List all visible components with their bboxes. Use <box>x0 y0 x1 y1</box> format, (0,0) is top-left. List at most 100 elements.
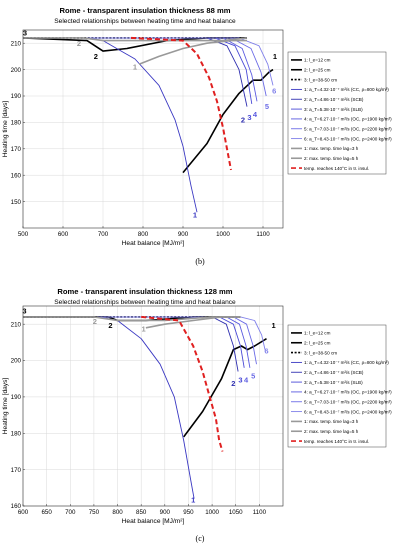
legend-entry: 1: l_e=12 cm <box>304 58 331 63</box>
x-tick-label: 600 <box>18 509 29 516</box>
series-label: 1 <box>133 63 137 72</box>
legend-entry: 2: l_e=25 cm <box>304 341 331 346</box>
series-label: 1 <box>191 495 195 504</box>
x-tick-label: 700 <box>65 509 76 516</box>
legend-entry: 3: l_e=38-50 cm <box>304 77 337 82</box>
legend-entry: 1: l_e=12 cm <box>304 331 331 336</box>
series-label: 2 <box>108 321 112 330</box>
y-tick-label: 160 <box>11 503 22 510</box>
y-axis-label: Heating time [days] <box>2 378 9 435</box>
y-tick-label: 170 <box>11 467 22 474</box>
series-line <box>23 37 248 42</box>
series-group <box>23 36 274 213</box>
series-label: 1 <box>271 321 275 330</box>
legend-entry: 3: a_T=5.38·10⁻⁷ m²/s (SLB) <box>304 380 363 385</box>
series-line <box>23 37 274 86</box>
series-label: 3 <box>247 113 251 122</box>
y-tick-label: 160 <box>11 172 22 179</box>
x-tick-label: 950 <box>183 509 194 516</box>
x-tick-label: 850 <box>136 509 147 516</box>
legend-entry: 4: a_T=6.27·10⁻⁷ m²/s (OC, ρ=1900 kg/m³) <box>304 390 392 395</box>
series-label: 5 <box>265 102 269 111</box>
series-line <box>138 39 247 66</box>
y-tick-label: 200 <box>11 358 22 365</box>
chart-subtitle: Selected relationships between heating t… <box>54 18 236 25</box>
legend-entry: 2: max. temp. time lag=5 h <box>304 429 359 434</box>
legend-entry: 2: max. temp. time lag=5 h <box>304 156 359 161</box>
x-tick-label: 1100 <box>256 231 270 238</box>
series-line <box>23 316 241 322</box>
y-tick-label: 180 <box>11 120 22 127</box>
series-label: 1 <box>193 210 197 219</box>
series-label: 4 <box>253 110 258 119</box>
x-tick-label: 1100 <box>253 509 267 516</box>
legend-box <box>287 51 387 175</box>
x-tick-label: 700 <box>98 231 109 238</box>
series-line <box>23 316 266 350</box>
series-label: 1 <box>273 52 277 61</box>
legend-entry: temp. reaches 140°C in tr. insul. <box>304 166 369 171</box>
legend-entry: 2: a_T=4.86·10⁻⁷ m²/s (SCB) <box>304 370 364 375</box>
plot-area <box>23 306 283 506</box>
y-tick-label: 150 <box>11 199 22 206</box>
series-label: 2 <box>231 379 235 388</box>
legend-entry: 4: a_T=6.27·10⁻⁷ m²/s (OC, ρ=1900 kg/m³) <box>304 117 392 122</box>
chart-panel-c: Rome - transparent insulation thickness … <box>0 276 401 550</box>
legend-entry: 6: a_T=8.43·10⁻⁷ m²/s (OC, ρ=2400 kg/m³) <box>304 136 392 141</box>
legend-entry: 1: max. temp. time lag=3 h <box>304 419 359 424</box>
plot-area <box>23 30 283 228</box>
figure-caption: (b) <box>195 257 205 266</box>
series-label: 2 <box>241 115 245 124</box>
series-label: 1 <box>141 324 145 333</box>
legend-entry: 2: a_T=4.86·10⁻⁷ m²/s (SCB) <box>304 97 364 102</box>
x-tick-label: 800 <box>112 509 123 516</box>
legend-entry: 1: a_T=4.32·10⁻⁷ m²/s (CC, ρ=800 kg/m³) <box>304 87 389 92</box>
x-tick-label: 1050 <box>229 509 243 516</box>
series-line <box>141 315 224 452</box>
legend-entry: 1: max. temp. time lag=3 h <box>304 146 359 151</box>
legend-entry: temp. reaches 140°C in tr. insul. <box>304 439 369 444</box>
y-tick-label: 180 <box>11 430 22 437</box>
series-label: 3 <box>238 375 242 384</box>
x-axis-label: Heat balance [MJ/m²] <box>122 240 185 247</box>
x-tick-label: 600 <box>58 231 69 238</box>
y-tick-label: 170 <box>11 146 22 153</box>
series-label: 5 <box>251 372 255 381</box>
series-label: 2 <box>77 39 81 48</box>
y-tick-label: 190 <box>11 93 22 100</box>
chart-title: Rome - transparent insulation thickness … <box>57 287 233 296</box>
x-tick-label: 1000 <box>216 231 230 238</box>
series-label: 2 <box>93 317 97 326</box>
axes-frame <box>22 29 284 229</box>
x-tick-label: 650 <box>41 509 52 516</box>
y-tick-label: 200 <box>11 67 22 74</box>
series-label: 2 <box>94 52 98 61</box>
legend-entry: 2: l_e=25 cm <box>304 68 331 73</box>
chart-panel-b: Rome - transparent insulation thickness … <box>2 6 392 266</box>
axes-frame <box>22 305 284 507</box>
y-tick-label: 190 <box>11 394 22 401</box>
chart-subtitle: Selected relationships between heating t… <box>54 299 236 306</box>
legend-entry: 5: a_T=7.03·10⁻⁷ m²/s (OC, ρ=2200 kg/m³) <box>304 400 392 405</box>
y-tick-label: 210 <box>11 40 22 47</box>
series-label: 6 <box>272 86 276 95</box>
x-tick-label: 1000 <box>205 509 219 516</box>
x-axis-label: Heat balance [MJ/m²] <box>122 518 185 525</box>
legend-box <box>287 324 387 448</box>
legend-entry: 5: a_T=7.03·10⁻⁷ m²/s (OC, ρ=2200 kg/m³) <box>304 127 392 132</box>
y-tick-label: 210 <box>11 321 22 328</box>
legend-entry: 1: a_T=4.32·10⁻⁷ m²/s (CC, ρ=800 kg/m³) <box>304 360 389 365</box>
series-group <box>23 315 267 499</box>
y-axis-label: Heating time [days] <box>2 101 9 158</box>
legend-entry: 3: a_T=5.38·10⁻⁷ m²/s (SLB) <box>304 107 363 112</box>
series-label: 6 <box>264 346 268 355</box>
x-tick-label: 900 <box>178 231 189 238</box>
series-label: 3 <box>22 306 26 315</box>
legend-entry: 3: l_e=38-50 cm <box>304 350 337 355</box>
x-tick-label: 800 <box>138 231 149 238</box>
chart-title: Rome - transparent insulation thickness … <box>59 6 231 15</box>
x-tick-label: 500 <box>18 231 29 238</box>
x-tick-label: 900 <box>160 509 171 516</box>
